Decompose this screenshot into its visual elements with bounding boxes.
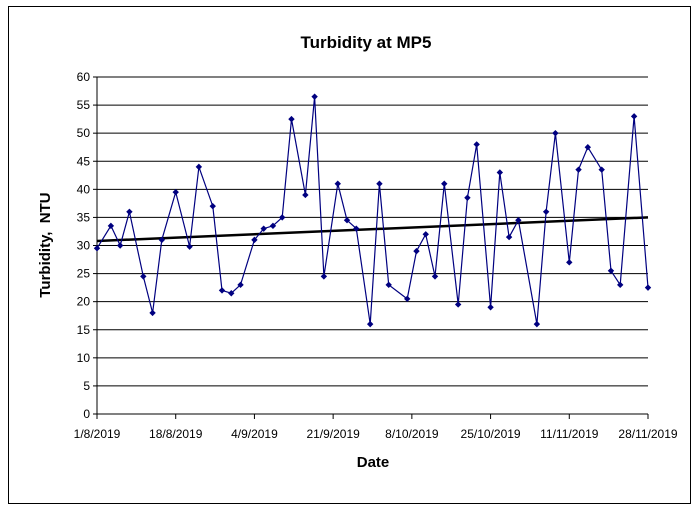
data-point-31 bbox=[431, 273, 439, 280]
data-point-6 bbox=[158, 236, 166, 244]
y-tick-label-45: 45 bbox=[77, 154, 91, 168]
data-point-19 bbox=[302, 191, 309, 199]
data-point-8 bbox=[186, 243, 193, 250]
series-layer bbox=[93, 93, 652, 328]
data-point-1 bbox=[107, 222, 115, 230]
data-point-10 bbox=[209, 202, 216, 210]
data-point-36 bbox=[487, 304, 494, 311]
x-tick-label-7: 28/11/2019 bbox=[618, 427, 677, 441]
data-point-13 bbox=[237, 281, 244, 289]
data-point-4 bbox=[140, 273, 147, 280]
data-point-7 bbox=[172, 188, 179, 196]
data-point-22 bbox=[334, 180, 341, 187]
data-point-12 bbox=[228, 290, 235, 297]
data-point-5 bbox=[149, 309, 156, 317]
x-axis-title: Date bbox=[357, 454, 390, 471]
data-point-2 bbox=[116, 242, 124, 249]
data-point-49 bbox=[630, 113, 638, 120]
data-point-21 bbox=[320, 273, 328, 280]
x-axis-ticks: 1/8/2019 18/8/2019 4/9/2019 21/9/2019 8/10/2… bbox=[74, 414, 678, 441]
data-point-25 bbox=[366, 320, 374, 328]
x-tick-label-3: 21/9/2019 bbox=[306, 427, 360, 441]
data-point-40 bbox=[533, 320, 541, 328]
y-tick-label-5: 5 bbox=[83, 379, 90, 393]
y-tick-label-40: 40 bbox=[77, 182, 91, 196]
y-tick-label-35: 35 bbox=[77, 210, 91, 224]
data-point-24 bbox=[353, 225, 360, 232]
x-tick-label-6: 11/11/2019 bbox=[540, 427, 599, 441]
data-point-14 bbox=[251, 236, 258, 244]
data-point-26 bbox=[376, 180, 383, 187]
data-point-50 bbox=[644, 284, 652, 291]
y-tick-label-20: 20 bbox=[77, 295, 91, 309]
data-point-32 bbox=[441, 180, 448, 187]
data-point-43 bbox=[566, 259, 573, 266]
data-point-15 bbox=[260, 225, 267, 232]
data-point-42 bbox=[552, 129, 559, 137]
trendline-layer bbox=[96, 216, 649, 243]
x-tick-label-4: 8/10/2019 bbox=[385, 427, 439, 441]
data-point-20 bbox=[311, 93, 318, 100]
data-point-41 bbox=[542, 208, 550, 215]
data-point-48 bbox=[617, 281, 624, 289]
data-point-30 bbox=[422, 231, 429, 238]
data-point-27 bbox=[385, 281, 392, 289]
data-point-28 bbox=[404, 295, 411, 303]
y-tick-label-10: 10 bbox=[77, 351, 91, 365]
data-point-47 bbox=[607, 267, 615, 274]
data-point-3 bbox=[126, 208, 133, 215]
data-point-38 bbox=[505, 233, 513, 241]
y-tick-label-25: 25 bbox=[77, 267, 91, 281]
data-point-46 bbox=[598, 166, 605, 173]
data-point-45 bbox=[584, 144, 592, 151]
data-point-35 bbox=[473, 141, 480, 148]
trendline bbox=[96, 216, 649, 243]
y-tick-label-60: 60 bbox=[77, 70, 91, 84]
y-axis-ticks: 0 5 10 15 20 25 30 35 40 45 50 55 60 bbox=[77, 70, 97, 421]
y-tick-label-30: 30 bbox=[77, 239, 91, 253]
gridlines bbox=[97, 76, 648, 387]
x-tick-label-1: 18/8/2019 bbox=[149, 427, 203, 441]
x-tick-label-0: 1/8/2019 bbox=[74, 427, 121, 441]
chart-frame bbox=[8, 6, 691, 504]
y-axis-title: Turbidity, NTU bbox=[37, 192, 54, 297]
data-point-23 bbox=[343, 217, 351, 224]
y-tick-label-15: 15 bbox=[77, 323, 91, 337]
data-point-17 bbox=[279, 214, 286, 221]
data-point-9 bbox=[195, 163, 203, 171]
series-line-0 bbox=[96, 96, 649, 325]
data-point-34 bbox=[464, 194, 471, 201]
y-tick-label-55: 55 bbox=[77, 98, 91, 112]
x-tick-label-5: 25/10/2019 bbox=[461, 427, 521, 441]
data-point-0 bbox=[93, 245, 101, 252]
data-point-44 bbox=[575, 166, 582, 173]
data-point-11 bbox=[218, 287, 226, 294]
data-point-39 bbox=[515, 217, 522, 224]
y-tick-label-50: 50 bbox=[77, 126, 91, 140]
data-point-29 bbox=[413, 247, 420, 255]
chart-title: Turbidity at MP5 bbox=[301, 33, 432, 52]
data-point-33 bbox=[454, 301, 462, 308]
data-point-16 bbox=[269, 222, 277, 230]
x-tick-label-2: 4/9/2019 bbox=[231, 427, 278, 441]
data-point-37 bbox=[496, 169, 504, 176]
y-tick-label-0: 0 bbox=[83, 407, 90, 421]
data-point-18 bbox=[288, 115, 295, 123]
